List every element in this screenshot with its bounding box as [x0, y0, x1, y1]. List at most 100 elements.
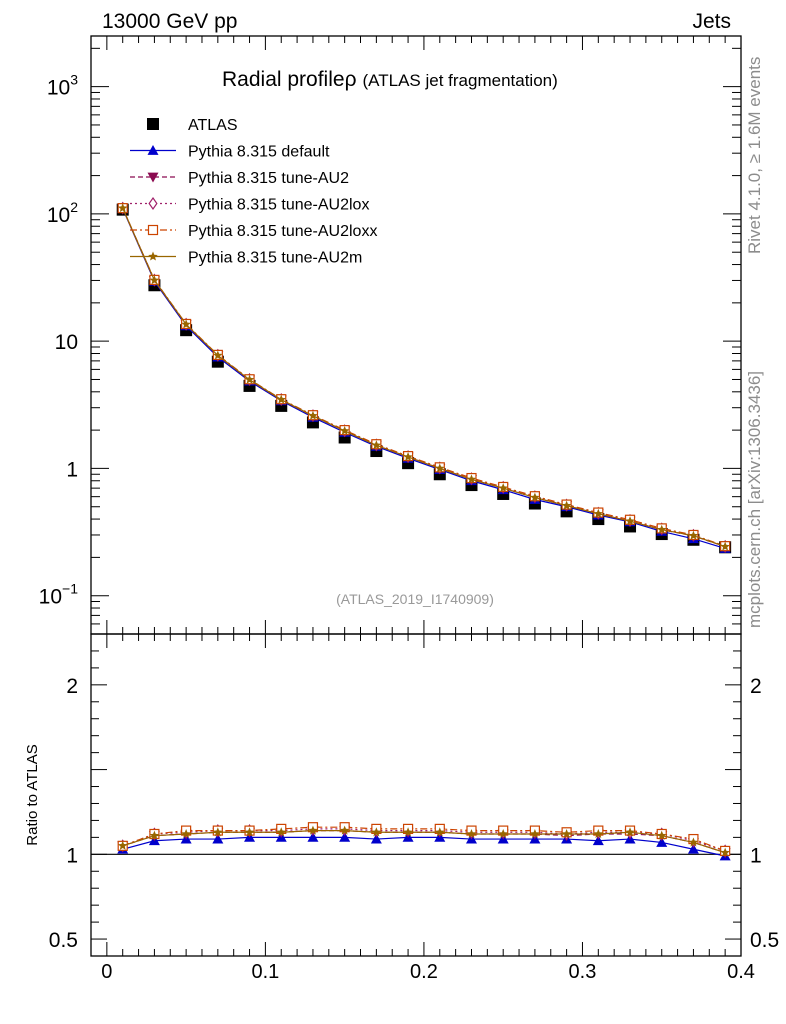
ratio-series-marker — [307, 831, 319, 842]
ratio-series-marker — [339, 831, 351, 842]
ratio-series-marker — [498, 828, 508, 839]
mc-series-marker — [688, 530, 699, 540]
x-tick-label: 0.2 — [410, 961, 438, 983]
y-tick-label: 10 — [55, 331, 78, 354]
ratio-series-marker — [656, 830, 667, 840]
ratio-series-marker — [276, 827, 286, 837]
collision-label: 13000 GeV pp — [102, 10, 237, 33]
ratio-series-marker — [149, 830, 160, 840]
y-tick-base: 10 — [47, 77, 70, 100]
mc-series-marker — [403, 451, 413, 462]
ratio-series-marker — [530, 828, 540, 839]
ratio-series-marker — [117, 840, 128, 850]
ratio-series-marker — [370, 833, 382, 844]
legend-label: Pythia 8.315 tune-AU2 — [188, 170, 349, 187]
mc-series-marker — [149, 275, 160, 285]
legend-atlas-marker — [147, 118, 159, 130]
legend-label: Pythia 8.315 tune-AU2lox — [188, 197, 369, 214]
mc-series-marker — [276, 394, 286, 404]
chart-title-main: Radial profileρ — [222, 68, 357, 91]
mc-series-marker — [720, 541, 730, 551]
legend-marker — [147, 145, 159, 155]
mc-series-line — [122, 207, 726, 548]
y-tick-label: 10−1 — [39, 581, 79, 609]
mc-series-marker — [308, 410, 318, 420]
mc-series-marker — [530, 492, 540, 502]
ratio-series-marker — [244, 827, 255, 837]
ratio-series-line — [122, 829, 726, 854]
mc-series-marker — [339, 425, 350, 435]
chart-subtitle: (ATLAS jet fragmentation) — [363, 71, 558, 90]
y-tick-exponent: −1 — [62, 581, 78, 597]
ratio-y-tick-label: 1 — [66, 844, 78, 867]
rivet-label: Rivet 4.1.0, ≥ 1.6M events — [745, 57, 764, 254]
mc-series-marker — [656, 524, 667, 534]
ratio-series-marker — [720, 847, 730, 857]
ratio-series-marker — [561, 828, 572, 839]
ratio-series-marker — [371, 827, 382, 837]
legend: ATLAS Pythia 8.315 default Pythia 8.315 tu… — [130, 117, 377, 267]
legend-label: Pythia 8.315 default — [188, 144, 330, 161]
mcplots-label: mcplots.cern.ch [arXiv:1306.3436] — [745, 371, 764, 628]
legend-marker — [147, 224, 159, 236]
ratio-y-tick-label-right: 2 — [750, 675, 762, 698]
mc-series-marker — [117, 203, 128, 213]
ratio-series-marker — [656, 836, 668, 847]
y-tick-label: 102 — [47, 199, 78, 227]
ratio-series-marker — [688, 837, 699, 847]
ratio-y-tick-label-right: 1 — [750, 844, 762, 867]
ratio-series-marker — [308, 825, 318, 835]
x-tick-label: 0.1 — [251, 961, 279, 983]
legend-label: Pythia 8.315 tune-AU2m — [188, 250, 362, 267]
ratio-series-marker — [466, 828, 477, 839]
ratio-y-tick-label: 0.5 — [49, 929, 78, 952]
mc-series-marker — [244, 374, 255, 384]
ratio-series-marker — [212, 833, 224, 844]
mc-series-marker — [498, 483, 508, 493]
mc-series-marker — [561, 500, 572, 510]
x-tick-label: 0.3 — [569, 961, 597, 983]
y-tick-exponent: 3 — [70, 72, 78, 88]
ratio-series-marker — [181, 828, 191, 839]
mc-series-marker — [371, 440, 382, 450]
y-tick-base: 10 — [39, 586, 62, 609]
mc-series-marker — [181, 319, 191, 329]
ratio-y-tick-label: 2 — [66, 675, 78, 698]
ratio-series-marker — [435, 827, 445, 837]
mc-series-marker — [593, 508, 604, 518]
legend-marker — [148, 251, 158, 261]
chart-title: Radial profileρ (ATLAS jet fragmentation) — [222, 68, 558, 91]
ratio-series-marker — [687, 843, 699, 854]
x-tick-label: 0 — [101, 961, 112, 983]
mc-series-marker — [435, 463, 445, 473]
ratio-series-line — [122, 826, 726, 852]
analysis-tag: (ATLAS_2019_I1740909) — [336, 591, 494, 607]
ratio-series — [91, 822, 741, 861]
y-tick-exponent: 2 — [70, 199, 78, 215]
ratio-series-line — [122, 836, 726, 857]
ratio-panel-frame — [90, 633, 742, 957]
ratio-series-marker — [339, 825, 350, 835]
ratio-series-marker — [593, 828, 604, 839]
legend-marker — [147, 172, 159, 183]
ratio-series-marker — [592, 835, 604, 846]
mc-series-marker — [466, 474, 477, 484]
legend-marker — [148, 196, 158, 211]
ratio-series-marker — [213, 827, 223, 837]
y-tick-label: 103 — [47, 72, 78, 100]
ratio-axis-label: Ratio to ATLAS — [24, 744, 41, 845]
process-label: Jets — [692, 10, 731, 33]
legend-label: Pythia 8.315 tune-AU2loxx — [188, 223, 377, 240]
legend-atlas-label: ATLAS — [188, 117, 238, 134]
y-tick-label: 1 — [66, 458, 78, 481]
mc-series-marker — [213, 350, 223, 360]
main-series — [116, 201, 732, 554]
ratio-y-tick-label-right: 0.5 — [750, 929, 779, 952]
mc-series-marker — [625, 516, 635, 526]
ratio-series-marker — [403, 827, 413, 837]
y-tick-base: 10 — [47, 204, 70, 227]
ratio-series-marker — [625, 827, 635, 837]
x-tick-label: 0.4 — [727, 961, 755, 983]
